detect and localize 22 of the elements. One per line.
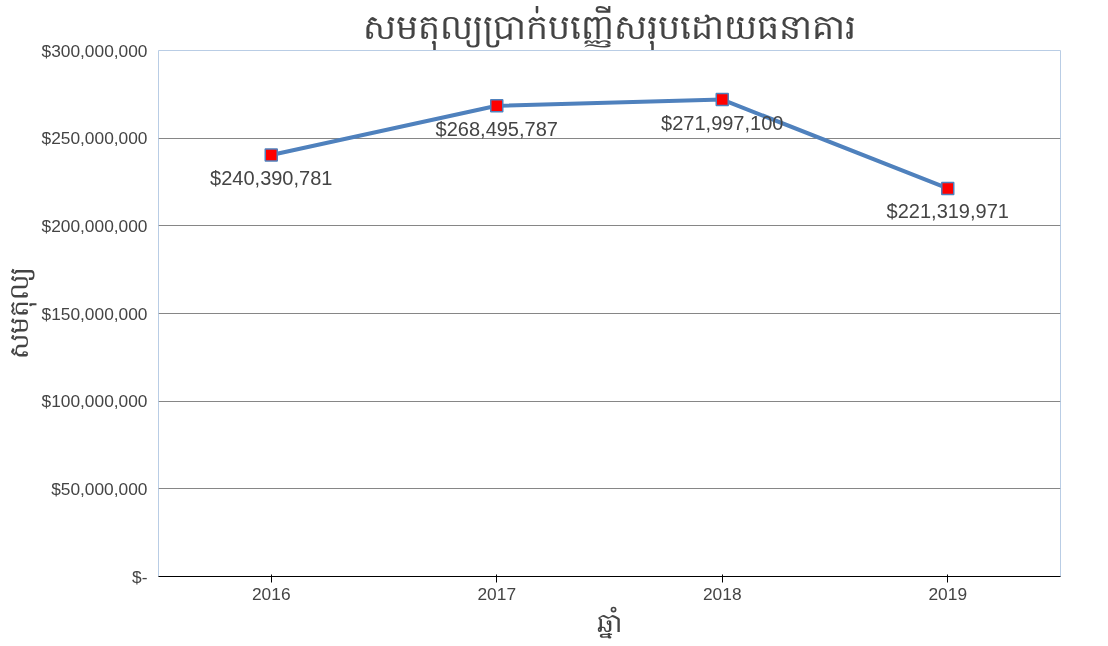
y-tick-label: $300,000,000 xyxy=(41,40,148,61)
data-label: $271,997,100 xyxy=(661,111,784,134)
x-axis-title: ឆ្នាំ xyxy=(597,605,622,639)
data-label: $240,390,781 xyxy=(210,167,333,190)
x-tick-label: 2016 xyxy=(251,583,291,604)
point xyxy=(715,92,729,107)
y-tick-label: $150,000,000 xyxy=(41,303,148,324)
x-tick-label: 2018 xyxy=(702,583,742,604)
x-tick-label: 2017 xyxy=(477,583,517,604)
data-label: $221,319,971 xyxy=(886,200,1009,223)
y-tick-label: $- xyxy=(132,566,148,587)
data-label: $268,495,787 xyxy=(435,117,558,140)
point xyxy=(941,181,955,196)
chart-title: សមតុល្យប្រាក់បញ្ញើសរុបដោយធនាគារ xyxy=(363,5,856,50)
y-tick-label: $200,000,000 xyxy=(41,215,148,236)
point xyxy=(264,148,278,162)
y-axis-title: សមតុល្យ xyxy=(3,267,37,360)
y-tick-label: $50,000,000 xyxy=(51,478,148,499)
point xyxy=(490,98,504,113)
x-tick-label: 2019 xyxy=(928,583,968,604)
y-tick-label: $100,000,000 xyxy=(41,391,148,412)
y-tick-label: $250,000,000 xyxy=(41,128,148,149)
